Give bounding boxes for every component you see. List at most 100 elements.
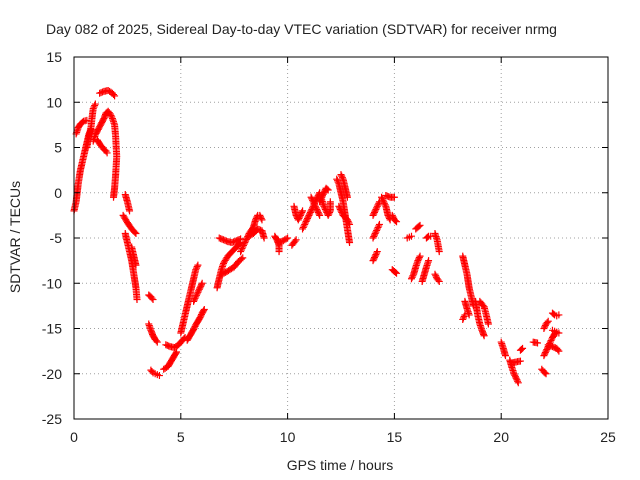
data-point (301, 219, 309, 227)
data-point (435, 277, 443, 285)
data-point (294, 216, 302, 224)
data-point (309, 196, 317, 204)
data-point (484, 320, 492, 328)
data-point (371, 252, 379, 260)
data-point (282, 235, 290, 243)
data-point (389, 213, 397, 221)
data-point (337, 207, 345, 215)
data-point (326, 208, 334, 216)
data-point (540, 352, 548, 360)
data-point (372, 228, 380, 236)
data-point (337, 171, 345, 179)
data-point (192, 264, 200, 272)
data-point (296, 213, 304, 221)
data-point (307, 193, 315, 201)
data-point (434, 276, 442, 284)
data-point (190, 324, 198, 332)
data-point (324, 186, 332, 194)
data-point (424, 233, 432, 241)
x-tick-label: 0 (70, 429, 78, 445)
data-point (194, 261, 202, 269)
data-point (325, 210, 333, 218)
data-point (373, 204, 381, 212)
data-point (335, 202, 343, 210)
y-tick-label: -25 (42, 411, 62, 427)
data-point (345, 219, 353, 227)
data-point (237, 246, 245, 254)
data-point (90, 103, 98, 111)
data-point (173, 348, 181, 356)
data-point (316, 198, 324, 206)
data-point (192, 291, 200, 299)
data-point (416, 221, 424, 229)
data-point (106, 110, 114, 118)
data-point (257, 213, 265, 221)
data-point (311, 201, 319, 209)
data-point (378, 195, 386, 203)
data-point (256, 211, 264, 219)
data-point (554, 346, 562, 354)
data-point (414, 257, 422, 265)
data-point (314, 208, 322, 216)
data-point (510, 370, 518, 378)
data-point (310, 199, 318, 207)
data-point (338, 208, 346, 216)
data-point (425, 257, 433, 265)
data-point (192, 266, 200, 274)
data-point (432, 272, 440, 280)
data-point (193, 290, 201, 298)
data-point (317, 195, 325, 203)
data-point (393, 269, 401, 277)
y-tick-label: -20 (42, 366, 62, 382)
data-point (519, 344, 527, 352)
data-point (370, 210, 378, 218)
data-point (197, 281, 205, 289)
data-point (415, 222, 423, 230)
data-point (313, 205, 321, 213)
y-axis-title: SDTVAR / TECUs (7, 181, 23, 293)
data-point (374, 223, 382, 231)
data-point (103, 149, 111, 157)
data-point (303, 216, 311, 224)
data-point (336, 205, 344, 213)
data-point (200, 305, 208, 313)
data-point (89, 105, 97, 113)
data-point (372, 205, 380, 213)
data-point (408, 273, 416, 281)
data-points (70, 86, 563, 387)
data-point (292, 236, 300, 244)
data-point (195, 287, 203, 295)
data-point (369, 211, 377, 219)
x-tick-label: 20 (493, 429, 509, 445)
data-point (542, 370, 550, 378)
data-point (373, 226, 381, 234)
data-point (316, 211, 324, 219)
data-point (373, 249, 381, 257)
data-point (239, 243, 247, 251)
data-point (391, 217, 399, 225)
data-point (373, 202, 381, 210)
data-point (320, 189, 328, 197)
data-point (197, 282, 205, 290)
data-point (304, 213, 312, 221)
data-point (555, 311, 563, 319)
data-point (300, 222, 308, 230)
data-point (555, 347, 563, 355)
data-point (172, 349, 180, 357)
data-point (192, 293, 200, 301)
data-point (307, 207, 315, 215)
data-point (346, 239, 354, 247)
y-tick-label: 10 (46, 94, 62, 110)
data-point (111, 92, 119, 100)
data-point (514, 379, 522, 387)
data-point (196, 284, 204, 292)
data-point (190, 296, 198, 304)
data-point (237, 255, 245, 263)
data-point (314, 207, 322, 215)
y-tick-label: 15 (46, 49, 62, 65)
data-point (409, 272, 417, 280)
data-point (461, 311, 469, 319)
data-point (324, 211, 332, 219)
data-point (241, 239, 249, 247)
data-point (91, 100, 99, 108)
